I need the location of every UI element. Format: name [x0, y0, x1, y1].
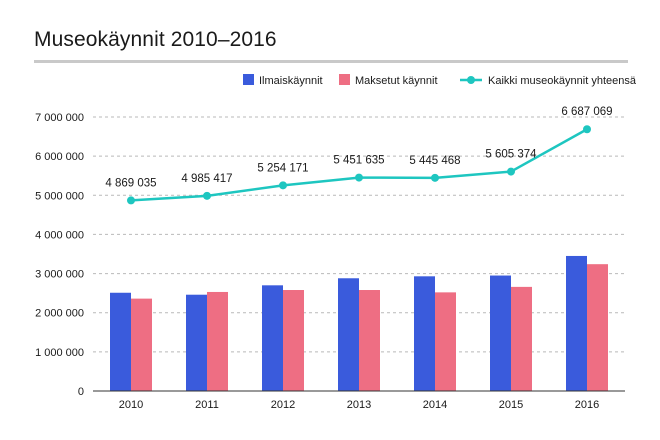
bar-series	[110, 255, 608, 391]
bar-ilmaiskaynnit	[338, 278, 359, 391]
total-data-label: 4 869 035	[105, 177, 156, 189]
legend-label-maksetut: Maksetut käynnit	[355, 75, 438, 87]
x-tick-label: 2012	[271, 399, 295, 411]
legend: Ilmaiskäynnit Maksetut käynnit Kaikki muse…	[243, 74, 637, 87]
y-tick-label: 5 000 000	[35, 190, 84, 202]
bar-ilmaiskaynnit	[414, 276, 435, 391]
bar-maksetut-kaynnit	[435, 292, 456, 391]
x-axis-ticks: 2010 2011 2012 2013 2014 2015 2016	[119, 399, 599, 411]
bar-ilmaiskaynnit	[186, 294, 207, 391]
bar-maksetut-kaynnit	[207, 291, 228, 391]
bar-ilmaiskaynnit	[566, 255, 587, 391]
y-tick-label: 4 000 000	[35, 229, 84, 241]
x-tick-label: 2013	[347, 399, 371, 411]
total-point	[583, 125, 591, 134]
x-tick-label: 2011	[195, 399, 219, 411]
bar-ilmaiskaynnit	[262, 285, 283, 391]
total-line-series	[127, 125, 591, 205]
total-data-label: 5 605 374	[485, 149, 537, 161]
bar-ilmaiskaynnit	[110, 292, 131, 391]
legend-label-total: Kaikki museokäynnit yhteensä	[488, 75, 637, 87]
legend-label-ilmaiskaynnit: Ilmaiskäynnit	[259, 75, 323, 87]
legend-swatch-maksetut	[339, 74, 350, 85]
total-point	[127, 196, 135, 205]
bar-maksetut-kaynnit	[359, 290, 380, 391]
chart-title: Museokäynnit 2010–2016	[34, 28, 277, 51]
data-labels: 4 869 035 4 985 417 5 254 171 5 451 635 5 44…	[105, 106, 612, 189]
total-data-label: 5 451 635	[333, 155, 384, 167]
total-point	[431, 173, 439, 182]
bar-maksetut-kaynnit	[587, 264, 608, 391]
y-tick-label: 6 000 000	[35, 151, 84, 163]
total-point	[279, 181, 287, 190]
bar-maksetut-kaynnit	[511, 286, 532, 391]
title-divider	[34, 60, 628, 63]
y-axis-ticks: 0 1 000 000 2 000 000 3 000 000 4 000 000 5 0…	[35, 112, 84, 398]
total-point	[507, 167, 515, 176]
total-point	[203, 191, 211, 200]
total-data-label: 5 445 468	[409, 155, 460, 167]
legend-marker-total	[467, 76, 475, 84]
y-tick-label: 1 000 000	[35, 347, 84, 359]
total-data-label: 5 254 171	[257, 162, 308, 174]
x-tick-label: 2016	[575, 399, 599, 411]
y-tick-label: 7 000 000	[35, 112, 84, 124]
y-tick-label: 3 000 000	[35, 269, 84, 281]
bar-ilmaiskaynnit	[490, 275, 511, 391]
total-point	[355, 173, 363, 182]
y-tick-label: 0	[78, 386, 84, 398]
y-tick-label: 2 000 000	[35, 308, 84, 320]
bar-maksetut-kaynnit	[283, 290, 304, 391]
x-tick-label: 2015	[499, 399, 523, 411]
x-tick-label: 2010	[119, 399, 143, 411]
x-tick-label: 2014	[423, 399, 447, 411]
bar-maksetut-kaynnit	[131, 298, 152, 391]
total-data-label: 6 687 069	[561, 106, 612, 118]
total-data-label: 4 985 417	[181, 173, 232, 185]
legend-swatch-ilmaiskaynnit	[243, 74, 254, 85]
